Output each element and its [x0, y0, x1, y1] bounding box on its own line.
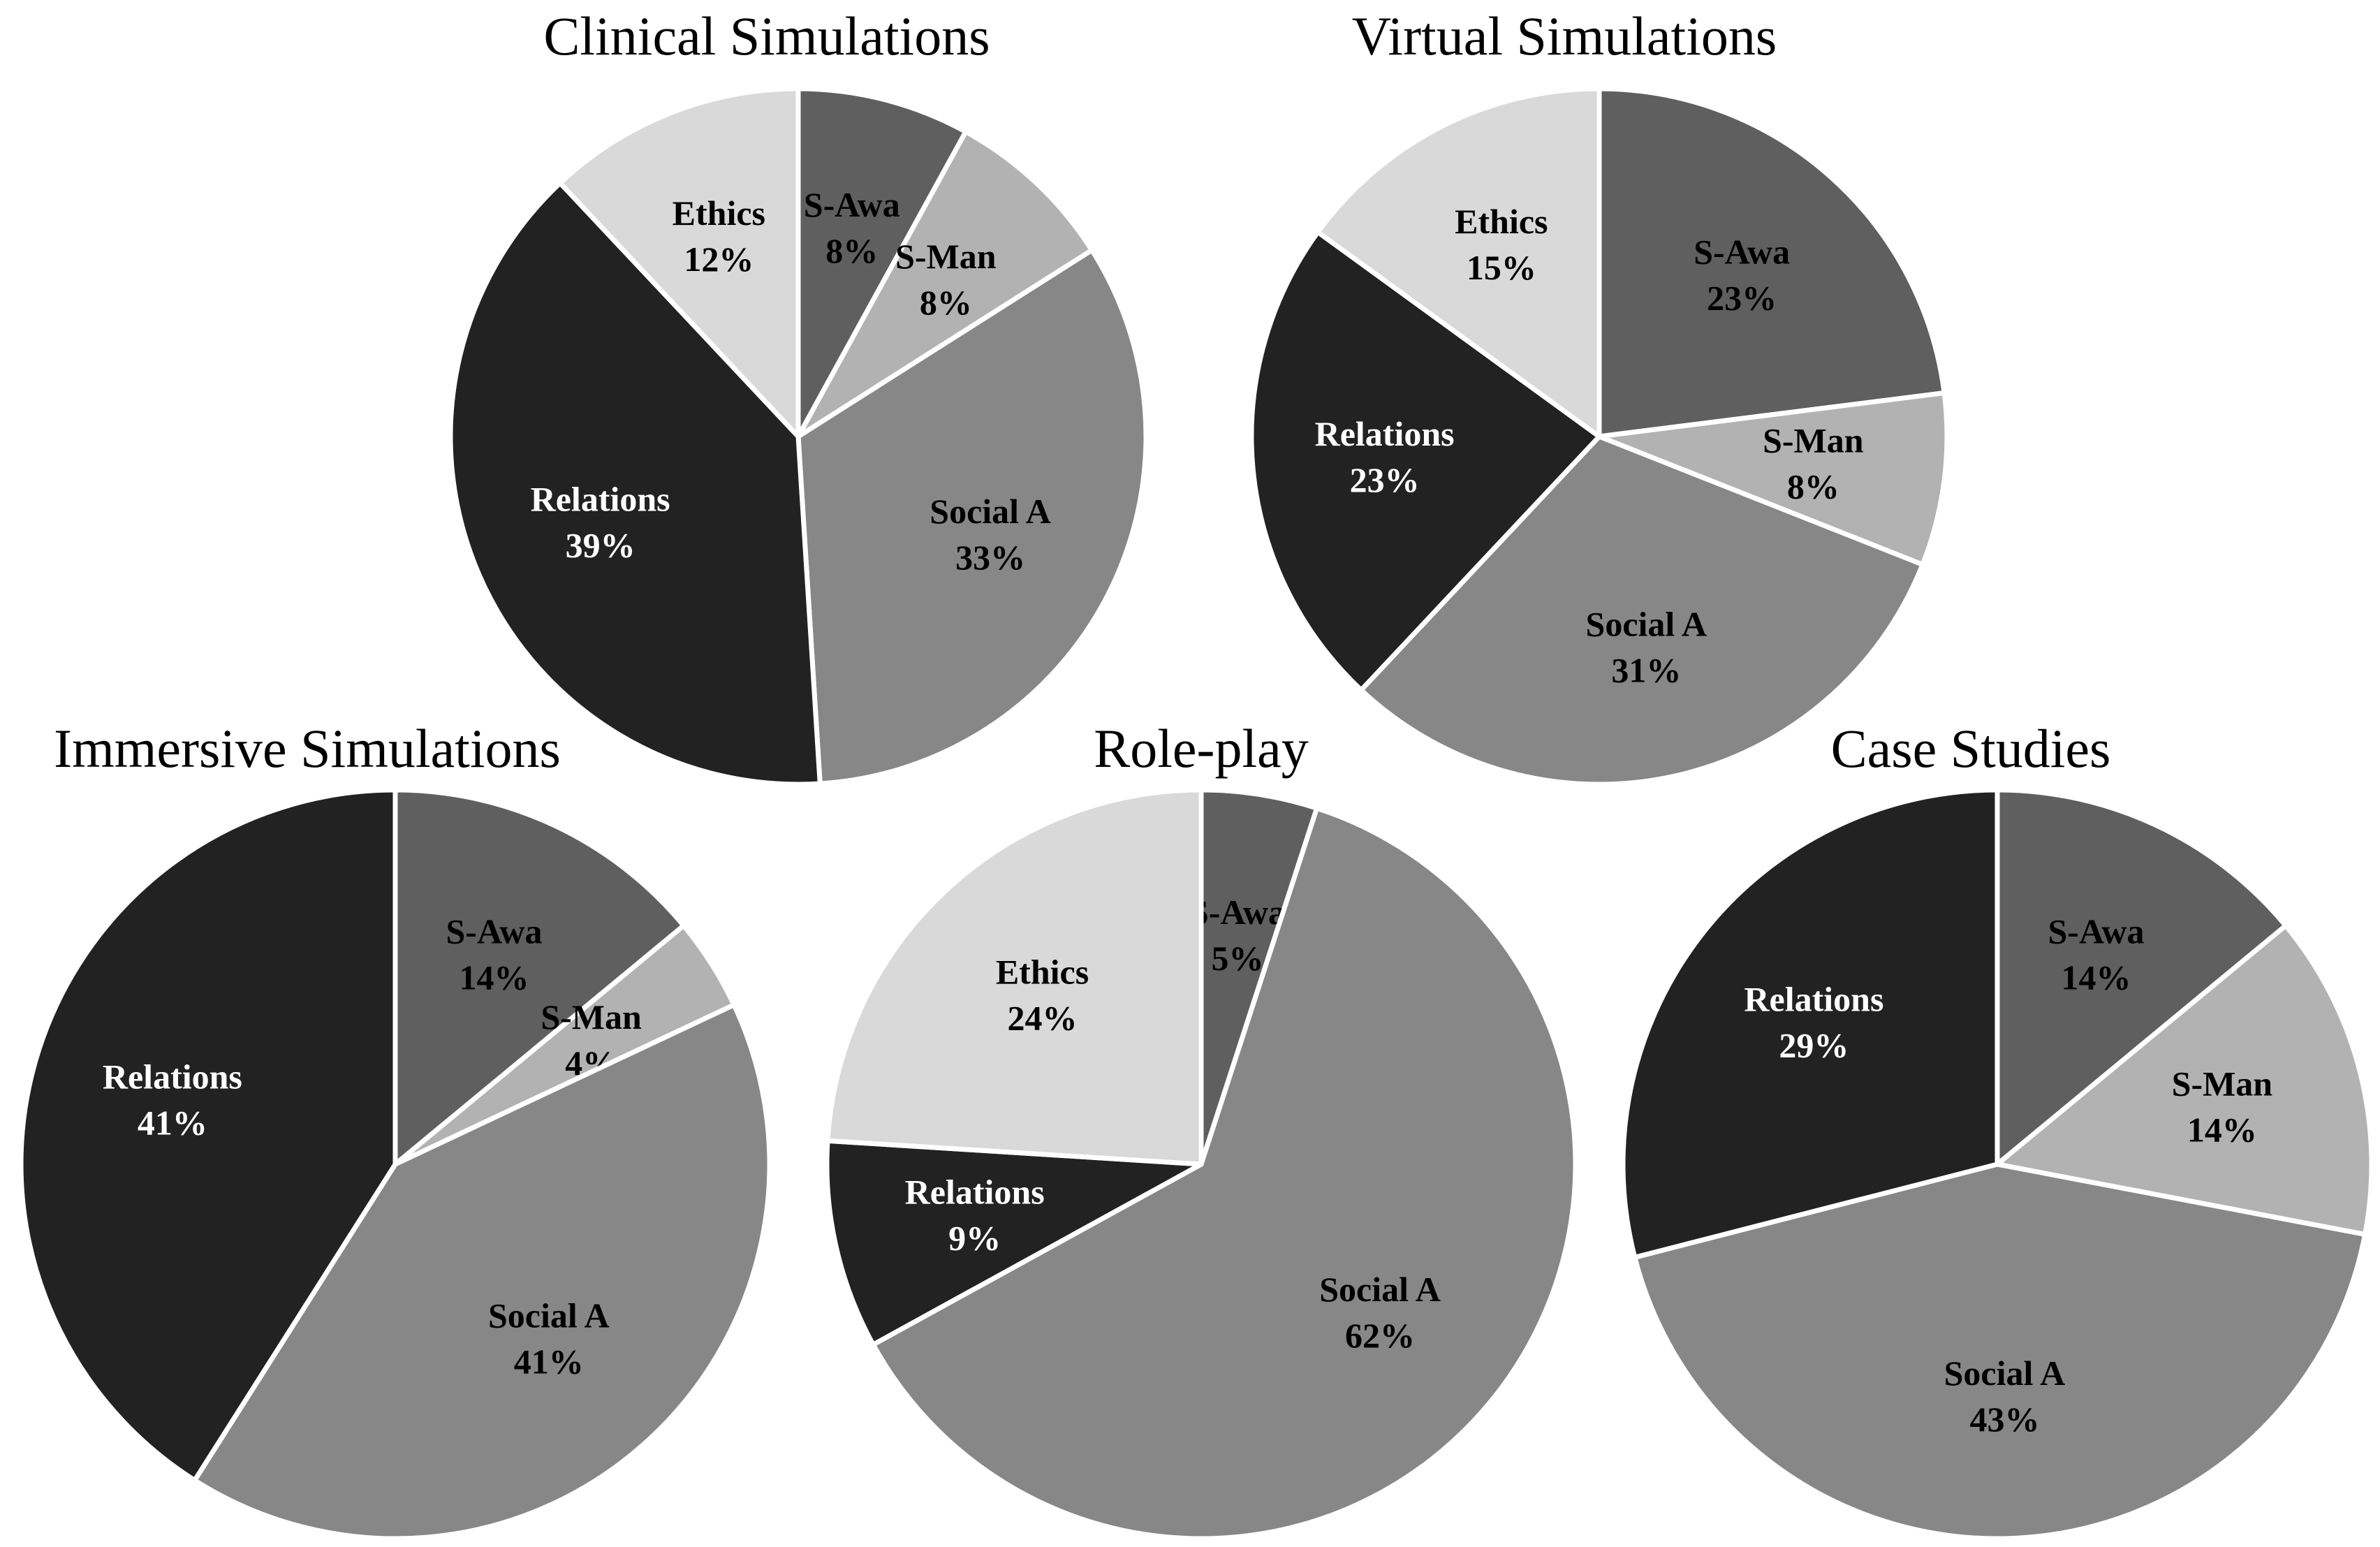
slice-label-category: S-Awa [804, 185, 900, 224]
pie-slice-social-a [1358, 434, 1925, 787]
slice-label-category: Relations [103, 1057, 242, 1096]
slice-label-category: Social A [1586, 604, 1707, 643]
slice-label-category: S-Man [2172, 1064, 2273, 1103]
pie-slice-relations [448, 180, 823, 787]
pie-slice-s-man [795, 129, 1094, 439]
slice-label-category: Social A [1944, 1354, 2066, 1393]
slice-label-percent: 8% [825, 231, 878, 270]
slice-label-percent: 12% [684, 240, 754, 279]
pie-chart-clinical-simulations: Clinical Simulations S-Awa 8% S-Man 8% Social… [448, 6, 1149, 787]
pie-slice-s-awa [1596, 86, 1947, 439]
slice-label-category: S-Awa [446, 911, 543, 951]
chart-title: Case Studies [1831, 718, 2111, 779]
pie-slice-relations [18, 787, 398, 1483]
pie-slice-social-a [795, 247, 1149, 786]
pie-slice-s-awa [795, 86, 969, 439]
pie-chart-role-play: Role-play S-Awa 5% Social A 62% Relations 9% Et… [824, 718, 1578, 1541]
pie-chart-virtual-simulations: Virtual Simulations S-Awa 23% S-Man 8% Social… [1249, 6, 1950, 787]
slice-label-category: S-Awa [1694, 232, 1790, 271]
chart-title: Role-play [1094, 718, 1309, 779]
pie-slice-ethics [825, 787, 1204, 1167]
pie-slice-social-a [870, 805, 1578, 1541]
slice-label-category: Social A [930, 492, 1051, 531]
slice-label-category: S-Man [895, 237, 997, 276]
slice-label-percent: 9% [948, 1218, 1001, 1257]
pie-slice-relations [1249, 229, 1602, 693]
pie-slice-social-a [1632, 1161, 2368, 1541]
slice-label-category: Relations [1744, 979, 1883, 1018]
pie-chart-immersive-simulations: Immersive SimulationsS-Awa14%S-Man4%Soci… [18, 718, 772, 1541]
slice-label-percent: 14% [2061, 958, 2131, 997]
slice-label-percent: 14% [2187, 1110, 2257, 1149]
pie-slice-relations [824, 1138, 1204, 1347]
chart-title: Virtual Simulations [1352, 6, 1777, 66]
slice-label-category: Social A [488, 1296, 610, 1335]
pie-slice-ethics [557, 86, 801, 439]
pie-chart-case-studies: Case Studies S-Awa 14% S-Man 14% Social A 43% R… [1620, 718, 2374, 1541]
pie-slice-s-awa [1995, 787, 2289, 1167]
slice-label-percent: 14% [459, 958, 529, 997]
pie-slice-relations [1620, 787, 2000, 1260]
slice-label-category: Ethics [996, 953, 1089, 992]
slice-label-category: Relations [1315, 414, 1455, 453]
chart-title: Immersive Simulations [54, 718, 561, 779]
slice-label-percent: 39% [566, 526, 636, 565]
slice-label-percent: 62% [1345, 1316, 1415, 1355]
slice-label-category: S-Man [541, 997, 642, 1036]
pie-slice-ethics [1315, 86, 1602, 439]
slice-label-category: Relations [531, 480, 670, 519]
slice-label-percent: 31% [1611, 650, 1681, 689]
slice-label-percent: 8% [920, 283, 972, 322]
slice-label-percent: 43% [1969, 1400, 2039, 1439]
pie-slice-s-man [1995, 923, 2374, 1237]
chart-title: Clinical Simulations [543, 6, 990, 66]
slice-label-category: S-Man [1763, 421, 1864, 460]
slice-label-percent: 15% [1467, 248, 1536, 287]
slice-label-percent: 41% [514, 1342, 584, 1381]
slice-label-percent: 29% [1779, 1025, 1849, 1064]
pie-slice-s-man [1596, 390, 1950, 567]
pie-slice-s-awa [392, 787, 686, 1167]
slice-label-category: S-Awa [1189, 893, 1286, 932]
slice-label-percent: 24% [1008, 999, 1078, 1038]
slice-label-percent: 5% [1211, 939, 1263, 978]
slice-label-category: Social A [1319, 1270, 1441, 1309]
pie-slice-social-a [192, 1002, 772, 1541]
slice-label-percent: 41% [138, 1103, 207, 1142]
slice-label-category: Ethics [673, 193, 765, 233]
slice-label-category: Relations [905, 1172, 1045, 1211]
slice-label-percent: 23% [1350, 460, 1420, 499]
slice-label-percent: 8% [1787, 467, 1839, 506]
slice-label-percent: 33% [955, 538, 1025, 577]
slice-label-category: S-Awa [2048, 911, 2145, 951]
slice-label-percent: 23% [1707, 278, 1777, 317]
slice-label-category: Ethics [1455, 202, 1548, 241]
